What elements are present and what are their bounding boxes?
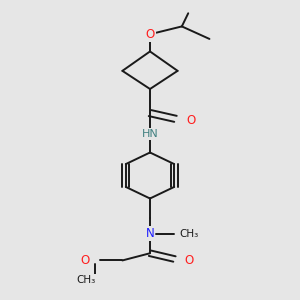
Text: O: O	[146, 28, 154, 41]
Text: CH₃: CH₃	[77, 275, 96, 285]
Text: O: O	[187, 114, 196, 127]
Text: N: N	[146, 227, 154, 240]
Text: O: O	[184, 254, 194, 267]
Text: HN: HN	[142, 129, 158, 140]
Text: O: O	[81, 254, 90, 267]
Text: CH₃: CH₃	[179, 229, 199, 238]
